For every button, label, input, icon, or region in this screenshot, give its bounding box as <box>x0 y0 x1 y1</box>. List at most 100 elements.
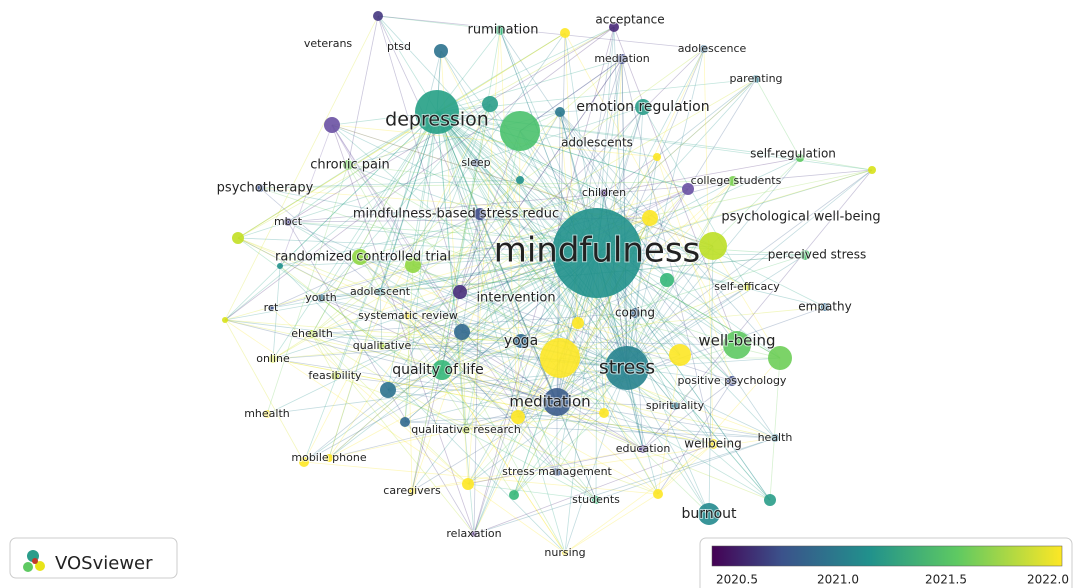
edge <box>407 315 558 403</box>
node-label: rct <box>264 301 279 314</box>
edge <box>461 322 579 333</box>
edge <box>381 345 519 418</box>
node-label: students <box>572 493 620 506</box>
edge <box>328 78 757 459</box>
edge <box>559 286 748 359</box>
node-label: empathy <box>798 300 851 314</box>
edge <box>626 156 658 369</box>
edge <box>613 26 738 346</box>
node <box>560 28 570 38</box>
edge <box>556 401 676 407</box>
edge <box>303 340 522 463</box>
edge <box>626 254 806 369</box>
edge <box>473 443 714 535</box>
node <box>378 342 386 350</box>
edge <box>279 252 598 267</box>
edge <box>436 111 558 403</box>
node <box>771 434 779 442</box>
edge <box>270 213 481 309</box>
edge <box>224 26 615 321</box>
edge <box>441 369 605 414</box>
edge <box>303 252 598 463</box>
node <box>495 25 505 35</box>
edge <box>412 264 628 369</box>
edge <box>559 106 644 113</box>
edge <box>259 180 734 189</box>
node-label: perceived stress <box>768 248 866 262</box>
edge <box>517 188 689 418</box>
node-label: online <box>256 352 290 365</box>
edge <box>467 483 597 501</box>
node <box>752 75 760 83</box>
node <box>653 489 663 499</box>
edge <box>411 252 598 492</box>
edge <box>626 367 710 515</box>
edge <box>621 58 628 369</box>
node-label: psychotherapy <box>217 181 314 196</box>
node-label: systematic review <box>358 309 458 322</box>
edge <box>266 252 598 415</box>
edge <box>626 180 734 369</box>
edge <box>459 58 623 293</box>
edge <box>303 331 463 463</box>
edge <box>436 111 566 554</box>
edge <box>377 15 705 50</box>
edge <box>412 264 597 501</box>
edge <box>577 180 734 324</box>
edge <box>596 169 873 254</box>
edge <box>377 15 558 403</box>
edge <box>519 111 561 181</box>
node <box>352 249 368 265</box>
node-label: stress <box>599 357 655 379</box>
edge <box>559 48 705 359</box>
edge <box>596 252 771 501</box>
logo-box[interactable] <box>9 537 178 579</box>
edge <box>224 103 491 321</box>
edge <box>626 367 776 439</box>
node <box>325 454 333 462</box>
node-label: mediation <box>594 52 649 65</box>
edge <box>272 111 438 360</box>
node <box>331 372 339 380</box>
edge <box>272 333 313 360</box>
edge <box>436 111 689 190</box>
node-label: parenting <box>729 72 782 85</box>
node <box>723 331 751 359</box>
edge <box>436 111 771 501</box>
edge <box>407 315 413 492</box>
edge <box>237 237 676 407</box>
edge <box>259 179 521 189</box>
edge <box>387 389 597 501</box>
edge <box>259 187 738 346</box>
node <box>555 107 565 117</box>
edge <box>465 188 689 431</box>
edge <box>320 297 383 347</box>
logo[interactable]: VOSviewer <box>9 537 178 579</box>
edge <box>279 265 566 554</box>
node <box>764 494 776 506</box>
node <box>642 210 658 226</box>
node <box>653 153 661 161</box>
edge <box>224 252 598 321</box>
edge <box>331 124 463 333</box>
node <box>408 487 416 495</box>
node <box>511 410 525 424</box>
edge <box>436 111 644 450</box>
edge <box>303 111 438 463</box>
node <box>380 382 396 398</box>
edge <box>642 169 873 450</box>
edge <box>272 358 714 445</box>
edge <box>436 111 771 501</box>
edge <box>459 169 873 293</box>
edge <box>459 213 481 293</box>
edge <box>461 331 522 342</box>
edge <box>266 164 349 415</box>
edge <box>467 367 628 485</box>
node <box>432 360 452 380</box>
node-label: adolescent <box>350 285 411 298</box>
node <box>509 490 519 500</box>
edge <box>387 111 438 391</box>
node-label: mbct <box>274 215 303 228</box>
edge <box>621 58 714 445</box>
